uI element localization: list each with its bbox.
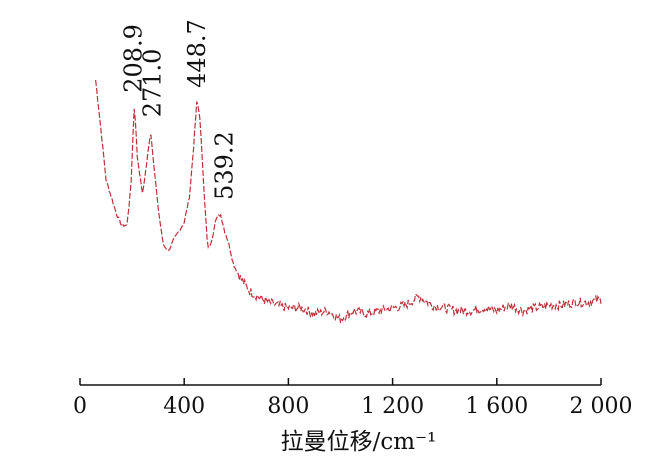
peak-label: 271.0: [139, 49, 167, 118]
peak-label: 539.2: [210, 131, 238, 200]
x-tick-label: 1 200: [361, 394, 424, 419]
x-tick-label: 800: [267, 394, 309, 419]
x-axis-ticks: [79, 378, 602, 385]
x-tick-label: 0: [73, 394, 87, 419]
x-tick-label: 400: [163, 394, 205, 419]
peak-label: 208.9: [119, 24, 147, 93]
peak-label: 448.7: [183, 19, 211, 88]
spectrum-line: [95, 79, 602, 324]
x-tick-label: 2 000: [570, 394, 633, 419]
x-tick-label: 1 600: [465, 394, 528, 419]
x-axis-title: 拉曼位移/cm⁻¹: [281, 429, 437, 455]
x-axis-tick-labels: 0 400 800 1 200 1 600 2 000: [73, 394, 632, 419]
spectrum-curve-group: [95, 79, 602, 324]
